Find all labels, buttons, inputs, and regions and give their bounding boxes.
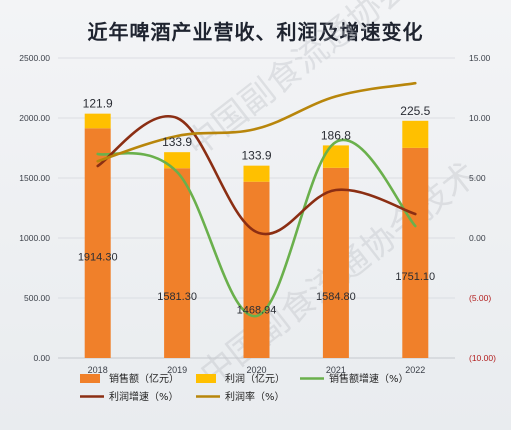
bar-profit: [322, 145, 349, 168]
profit-data-label: 121.9: [83, 97, 113, 111]
bar-sales: [164, 168, 191, 358]
line-profit-margin: [96, 81, 417, 163]
legend-sales-swatch: [80, 374, 100, 383]
right-axis-tick-label: (10.00): [469, 353, 496, 363]
x-axis-tick-label: 2019: [167, 365, 187, 375]
bar-profit: [164, 152, 191, 169]
x-axis-tick-label: 2020: [246, 365, 266, 375]
left-axis-tick-label: 1500.00: [19, 173, 50, 183]
legend-profit-swatch: [196, 374, 216, 383]
left-axis-tick-label: 1000.00: [19, 233, 50, 243]
legend-profit-margin-label: 利润率（%）: [225, 390, 285, 403]
legend-sales-label: 销售额（亿元）: [109, 372, 179, 385]
legend-sales-growth-label: 销售额增速（%）: [329, 372, 409, 385]
left-axis-tick-label: 2500.00: [19, 53, 50, 63]
sales-data-label: 1468.94: [237, 305, 277, 317]
bar-profit: [243, 165, 270, 182]
left-axis-tick-label: 500.00: [24, 293, 50, 303]
legend-profit-label: 利润（亿元）: [225, 372, 285, 385]
right-axis-tick-label: 5.00: [469, 173, 486, 183]
bar-sales: [243, 181, 270, 358]
bar-sales: [84, 128, 111, 358]
line-sales-growth: [96, 138, 417, 318]
line-profit-growth: [96, 114, 417, 236]
left-axis-tick-label: 2000.00: [19, 113, 50, 123]
bar-sales: [322, 167, 349, 358]
bar-profit: [402, 120, 429, 148]
x-axis-tick-label: 2018: [88, 365, 108, 375]
legend-profit-growth-label: 利润增速（%）: [109, 390, 179, 403]
sales-data-label: 1584.80: [316, 291, 356, 303]
x-axis-tick-label: 2021: [326, 365, 346, 375]
bar-sales: [402, 147, 429, 358]
right-axis-tick-label: (5.00): [469, 293, 491, 303]
left-axis-tick-label: 0.00: [33, 353, 50, 363]
sales-data-label: 1581.30: [157, 291, 197, 303]
x-axis-tick-label: 2022: [405, 365, 425, 375]
right-axis-tick-label: 0.00: [469, 233, 486, 243]
profit-data-label: 133.9: [241, 149, 271, 163]
chart-title: 近年啤酒产业营收、利润及增速变化: [87, 20, 424, 44]
profit-data-label: 225.5: [400, 104, 430, 118]
profit-data-label: 133.9: [162, 135, 192, 149]
bar-profit: [84, 113, 111, 129]
profit-data-label: 186.8: [321, 128, 351, 142]
right-axis-tick-label: 10.00: [469, 113, 491, 123]
right-axis-tick-label: 15.00: [469, 53, 491, 63]
sales-data-label: 1914.30: [78, 251, 118, 263]
sales-data-label: 1751.10: [395, 271, 435, 283]
